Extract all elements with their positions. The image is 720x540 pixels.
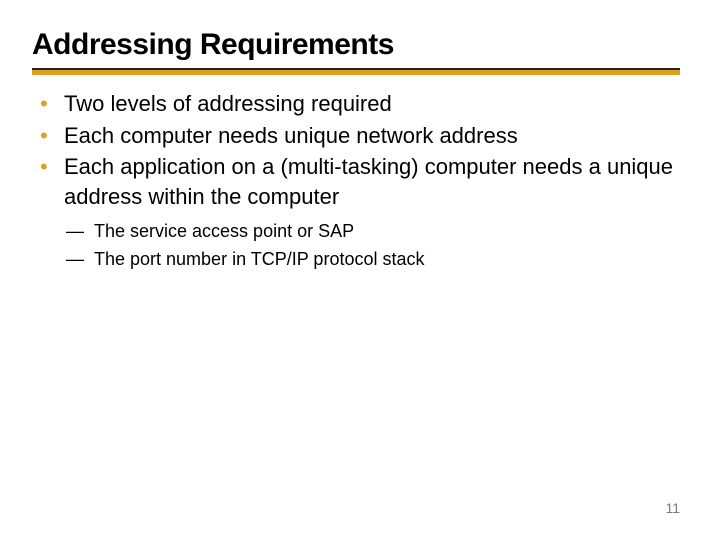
title-rule-orange (32, 70, 680, 75)
slide-title: Addressing Requirements (32, 28, 680, 62)
sub-bullet-list: The service access point or SAP The port… (32, 218, 680, 272)
bullet-item: Each computer needs unique network addre… (38, 121, 680, 151)
slide: Addressing Requirements Two levels of ad… (0, 0, 720, 540)
page-number: 11 (665, 500, 680, 516)
sub-bullet-item: The port number in TCP/IP protocol stack (66, 246, 680, 272)
bullet-item: Each application on a (multi-tasking) co… (38, 152, 680, 211)
sub-bullet-item: The service access point or SAP (66, 218, 680, 244)
bullet-list: Two levels of addressing required Each c… (32, 89, 680, 212)
bullet-item: Two levels of addressing required (38, 89, 680, 119)
